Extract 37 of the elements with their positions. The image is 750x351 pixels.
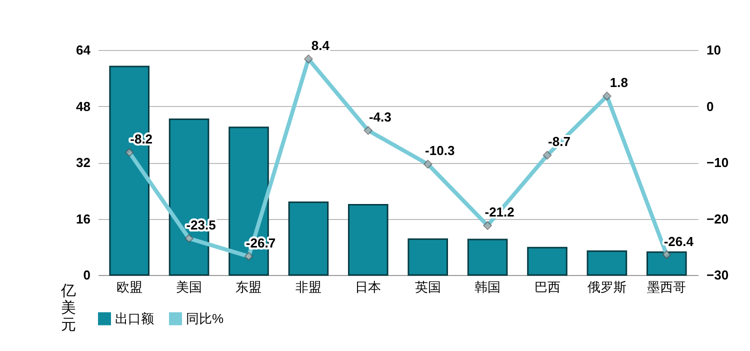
- x-tick-label: 英国: [414, 280, 441, 294]
- x-tick-label: 欧盟: [116, 280, 142, 294]
- bar: [646, 251, 687, 276]
- data-label: -10.3: [425, 143, 455, 158]
- y2-tick-label: −20: [706, 211, 729, 226]
- x-tick-label: 东盟: [236, 280, 262, 294]
- data-label: -26.4: [664, 234, 694, 249]
- y2-tick-label: 0: [706, 98, 714, 114]
- y2-tick-label: 10: [706, 42, 721, 58]
- y-axis-title: 亿美元: [60, 282, 76, 334]
- data-label: -21.2: [484, 204, 514, 220]
- data-label: 1.8: [610, 75, 628, 90]
- x-tick-label: 墨西哥: [647, 280, 686, 294]
- x-tick-label: 日本: [355, 280, 382, 294]
- x-tick-label: 俄罗斯: [587, 280, 626, 294]
- bar: [586, 250, 628, 276]
- y-tick-label: 64: [76, 42, 92, 58]
- legend-label: 出口额: [115, 310, 154, 326]
- y-tick-label: 0: [83, 268, 90, 282]
- y2-tick-label: −30: [706, 268, 729, 282]
- x-tick-label: 韩国: [474, 280, 501, 294]
- bar: [467, 238, 508, 276]
- y-tick-label: 16: [76, 211, 90, 226]
- bar: [288, 201, 329, 276]
- legend-label: 同比%: [186, 310, 224, 326]
- bar: [408, 238, 448, 276]
- y-tick-label: 32: [76, 155, 90, 170]
- bar: [527, 246, 568, 276]
- data-label: 8.4: [311, 38, 330, 53]
- y2-tick-label: −10: [706, 155, 729, 170]
- y-tick-label: 48: [76, 98, 90, 114]
- bar: [348, 204, 388, 276]
- x-tick-label: 巴西: [534, 280, 560, 294]
- x-tick-label: 非盟: [295, 280, 322, 294]
- data-label: -4.3: [368, 109, 392, 124]
- data-label: -8.7: [548, 134, 570, 150]
- x-tick-label: 美国: [176, 280, 202, 294]
